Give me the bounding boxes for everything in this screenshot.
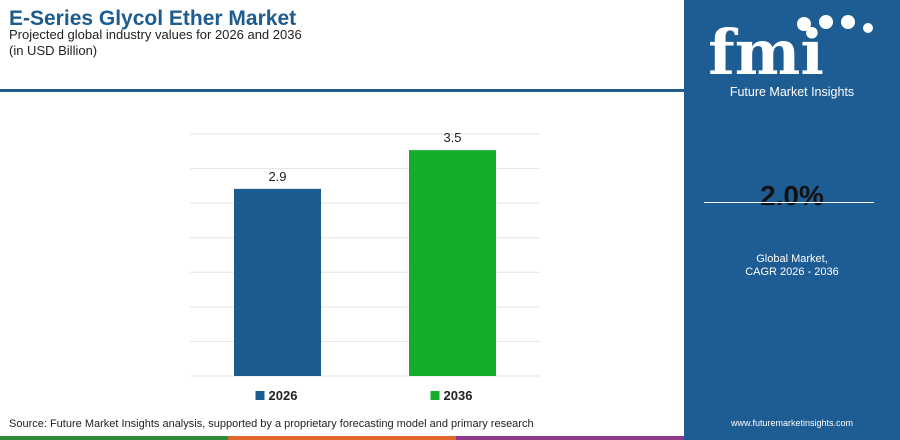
legend-label: 2026 bbox=[269, 388, 298, 403]
footer-segment-green bbox=[0, 436, 228, 440]
bar-2026 bbox=[234, 188, 321, 376]
footer-color-bar bbox=[0, 436, 684, 440]
bar-2036 bbox=[409, 150, 496, 376]
chart-subtitle: Projected global industry values for 202… bbox=[9, 27, 302, 59]
logo-text: fmi bbox=[708, 16, 824, 89]
legend-swatch bbox=[255, 391, 265, 400]
cagr-divider bbox=[704, 202, 874, 203]
cagr-caption-line-2: CAGR 2026 - 2036 bbox=[745, 266, 839, 278]
header-divider bbox=[0, 89, 684, 92]
footer-segment-orange bbox=[228, 436, 456, 440]
chart-title: E-Series Glycol Ether Market bbox=[9, 7, 297, 30]
legend-item-2036: 2036 bbox=[430, 388, 473, 403]
logo-icons bbox=[797, 15, 873, 33]
cagr-value: 2.0% bbox=[760, 180, 824, 211]
bar-chart: 2.9 3.5 2026 2036 bbox=[190, 130, 540, 403]
fmi-logo: fmi Future Market Insights bbox=[708, 15, 873, 99]
cagr-caption: Global Market, CAGR 2026 - 2036 bbox=[684, 253, 900, 279]
legend-label: 2036 bbox=[444, 388, 473, 403]
legend-item-2026: 2026 bbox=[255, 388, 298, 403]
brand-panel: fmi Future Market Insights 2.0% Global M… bbox=[684, 0, 900, 440]
chart-panel: E-Series Glycol Ether Market Projected g… bbox=[0, 7, 684, 440]
footer-segment-purple bbox=[456, 436, 684, 440]
brand-name: Future Market Insights bbox=[730, 85, 854, 99]
data-label-2026: 2.9 bbox=[268, 169, 286, 184]
data-labels: 2.9 3.5 bbox=[268, 130, 461, 184]
cagr-caption-line-1: Global Market, bbox=[756, 253, 828, 265]
website-link[interactable]: www.futuremarketinsights.com bbox=[730, 418, 854, 428]
source-note: Source: Future Market Insights analysis,… bbox=[9, 418, 534, 430]
legend-swatch bbox=[430, 391, 440, 400]
bars bbox=[234, 150, 496, 376]
subtitle-line-1: Projected global industry values for 202… bbox=[9, 27, 302, 42]
subtitle-line-2: (in USD Billion) bbox=[9, 43, 98, 58]
data-label-2036: 3.5 bbox=[443, 130, 461, 145]
legend: 2026 2036 bbox=[255, 388, 473, 403]
